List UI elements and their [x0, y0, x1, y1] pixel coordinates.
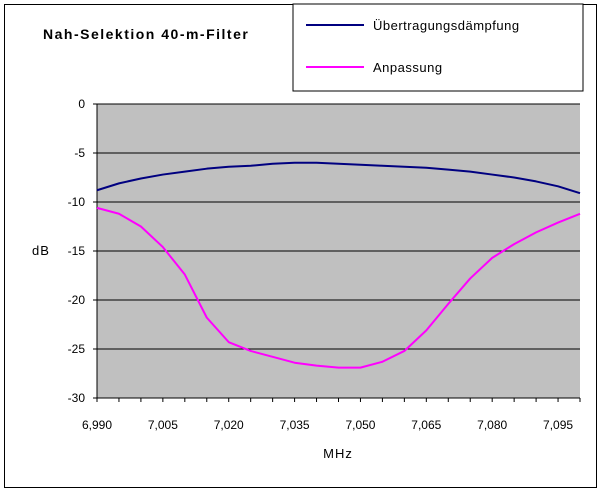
x-tick-label-0: 6,990 [82, 418, 112, 432]
y-tick-label-6: -30 [68, 391, 86, 405]
x-tick-label-1: 7,005 [148, 418, 178, 432]
y-tick-label-3: -15 [68, 244, 86, 258]
x-tick-label-2: 7,020 [214, 418, 244, 432]
x-tick-label-4: 7,050 [345, 418, 375, 432]
x-tick-label-3: 7,035 [280, 418, 310, 432]
x-tick-labels: 6,990 7,005 7,020 7,035 7,050 7,065 7,080 7,095 [82, 418, 573, 432]
y-tick-label-4: -20 [68, 293, 86, 307]
series-line-1 [96, 161, 581, 195]
x-tick-label-7: 7,095 [543, 418, 573, 432]
x-tick-label-5: 7,065 [411, 418, 441, 432]
x-axis-label: MHz [323, 446, 353, 461]
y-tick-label-2: -10 [68, 195, 86, 209]
y-tick-label-0: 0 [78, 97, 85, 111]
legend-label-series-2: Anpassung [373, 60, 443, 75]
series-line-2 [96, 206, 581, 369]
x-tick-label-6: 7,080 [477, 418, 507, 432]
legend: Übertragungsdämpfung Anpassung [292, 3, 584, 92]
y-axis-label: dB [32, 243, 50, 258]
legend-label-series-1: Übertragungsdämpfung [373, 18, 520, 33]
series-lines [96, 161, 581, 369]
y-tick-label-1: -5 [74, 146, 85, 160]
legend-box [292, 3, 584, 92]
y-tick-label-5: -25 [68, 342, 86, 356]
y-tick-labels: 0 -5 -10 -15 -20 -25 -30 [68, 97, 86, 405]
chart-title: Nah-Selektion 40-m-Filter [43, 26, 249, 42]
axes [93, 103, 581, 402]
grid-lines [97, 103, 580, 350]
